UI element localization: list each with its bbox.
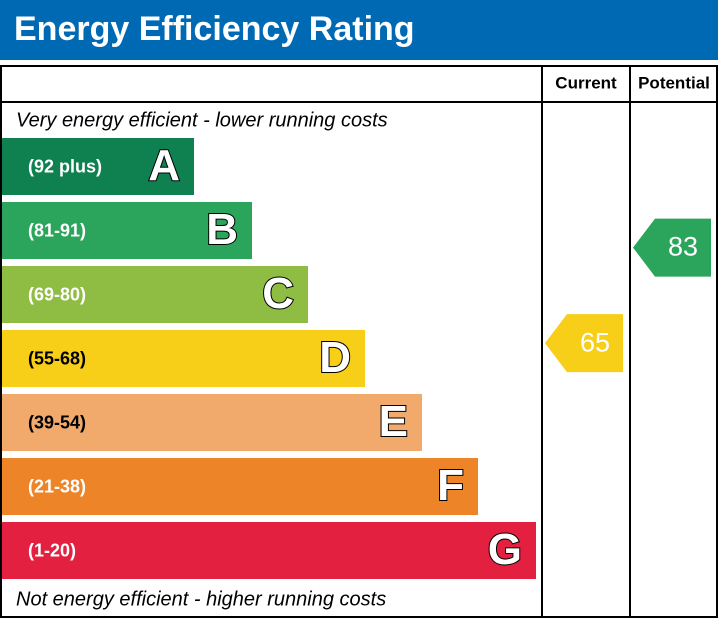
frame <box>0 65 718 618</box>
band <box>2 394 422 451</box>
potential-header: Potential <box>638 73 710 92</box>
band-range: (81-91) <box>28 220 86 240</box>
band-range: (92 plus) <box>28 156 102 176</box>
band-letter: F <box>437 461 464 510</box>
band <box>2 266 308 323</box>
potential-arrow <box>633 218 711 277</box>
potential-value: 83 <box>668 232 698 262</box>
current-header: Current <box>555 73 617 92</box>
band-letter: C <box>262 269 294 318</box>
current-value: 65 <box>580 327 610 357</box>
bottom-note: Not energy efficient - higher running co… <box>16 588 386 610</box>
top-note: Very energy efficient - lower running co… <box>16 109 388 131</box>
band-range: (69-80) <box>28 284 86 304</box>
band-letter: E <box>379 397 408 446</box>
band-range: (21-38) <box>28 476 86 496</box>
title: Energy Efficiency Rating <box>14 10 415 48</box>
band-range: (1-20) <box>28 540 76 560</box>
current-arrow <box>545 314 623 373</box>
band-range: (39-54) <box>28 412 86 432</box>
band <box>2 458 478 515</box>
band <box>2 202 252 259</box>
title-bar <box>0 0 718 60</box>
band <box>2 330 365 387</box>
band-letter: B <box>206 205 238 254</box>
band <box>2 138 194 195</box>
band-letter: G <box>488 525 522 574</box>
band-letter: D <box>319 333 351 382</box>
band-letter: A <box>148 141 180 190</box>
band-range: (55-68) <box>28 348 86 368</box>
band <box>2 522 536 579</box>
